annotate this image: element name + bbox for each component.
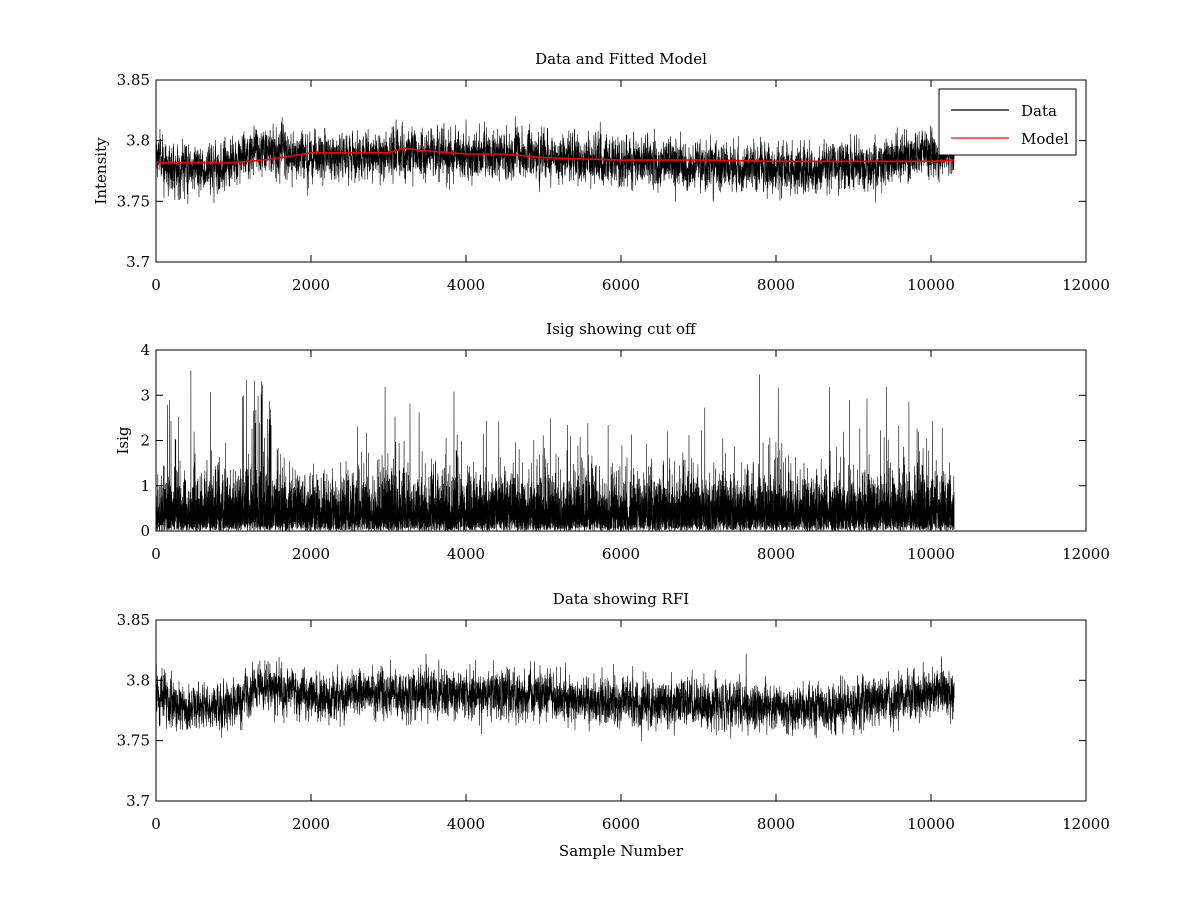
x-tick-label: 2000 (292, 276, 330, 294)
x-tick-label: 10000 (907, 276, 955, 294)
y-axis-label: Isig (114, 426, 132, 454)
y-tick-label: 3.85 (117, 71, 150, 89)
chart-title: Isig showing cut off (546, 320, 697, 338)
x-axis-label: Sample Number (559, 842, 684, 860)
y-tick-label: 3.7 (126, 253, 150, 271)
legend-label-model: Model (1021, 130, 1069, 148)
x-tick-label: 10000 (907, 545, 955, 563)
legend-box (938, 88, 1077, 156)
x-tick-label: 4000 (447, 545, 485, 563)
x-tick-label: 8000 (757, 545, 795, 563)
subplot-3: 0 2000 4000 6000 8000 10000 12000 3.7 3.75 3.8 3.8… (117, 590, 1110, 860)
y-tick-label: 1 (140, 477, 150, 495)
y-tick-label: 3.75 (117, 732, 150, 750)
x-tick-label: 6000 (602, 545, 640, 563)
x-tick-label: 0 (151, 815, 161, 833)
y-tick-label: 4 (140, 341, 150, 359)
y-tick-label: 3 (140, 386, 150, 404)
x-tick-label: 12000 (1062, 545, 1110, 563)
y-tick-label: 3.7 (126, 792, 150, 810)
subplot-2: 0 2000 4000 6000 8000 10000 12000 0 1 2 3 4 Isig sho… (114, 320, 1110, 563)
x-tick-label: 8000 (757, 276, 795, 294)
y-tick-label: 3.85 (117, 611, 150, 629)
x-tick-label: 0 (151, 276, 161, 294)
x-tick-label: 12000 (1062, 276, 1110, 294)
x-tick-label: 10000 (907, 815, 955, 833)
x-tick-label: 4000 (447, 276, 485, 294)
legend-label-data: Data (1021, 102, 1057, 120)
subplot-1: 0 2000 4000 6000 8000 10000 12000 3.7 3.75 3.8 3.8… (92, 50, 1110, 294)
series-data-line (156, 116, 955, 204)
x-tick-label: 6000 (602, 276, 640, 294)
y-tick-label: 0 (140, 522, 150, 540)
x-tick-label: 12000 (1062, 815, 1110, 833)
y-tick-label: 3.8 (126, 132, 150, 150)
chart-title: Data showing RFI (553, 590, 689, 608)
y-axis-label: Intensity (92, 137, 110, 205)
y-tick-label: 3.75 (117, 192, 150, 210)
x-tick-label: 2000 (292, 545, 330, 563)
chart-title: Data and Fitted Model (535, 50, 707, 68)
series-isig-line (156, 370, 955, 531)
x-tick-label: 0 (151, 545, 161, 563)
y-tick-label: 2 (140, 432, 150, 450)
x-tick-label: 2000 (292, 815, 330, 833)
legend: Data Model (938, 88, 1077, 156)
y-tick-label: 3.8 (126, 671, 150, 689)
series-model-line (156, 147, 955, 164)
x-tick-label: 8000 (757, 815, 795, 833)
series-data-line (156, 653, 955, 742)
x-tick-label: 4000 (447, 815, 485, 833)
x-tick-label: 6000 (602, 815, 640, 833)
